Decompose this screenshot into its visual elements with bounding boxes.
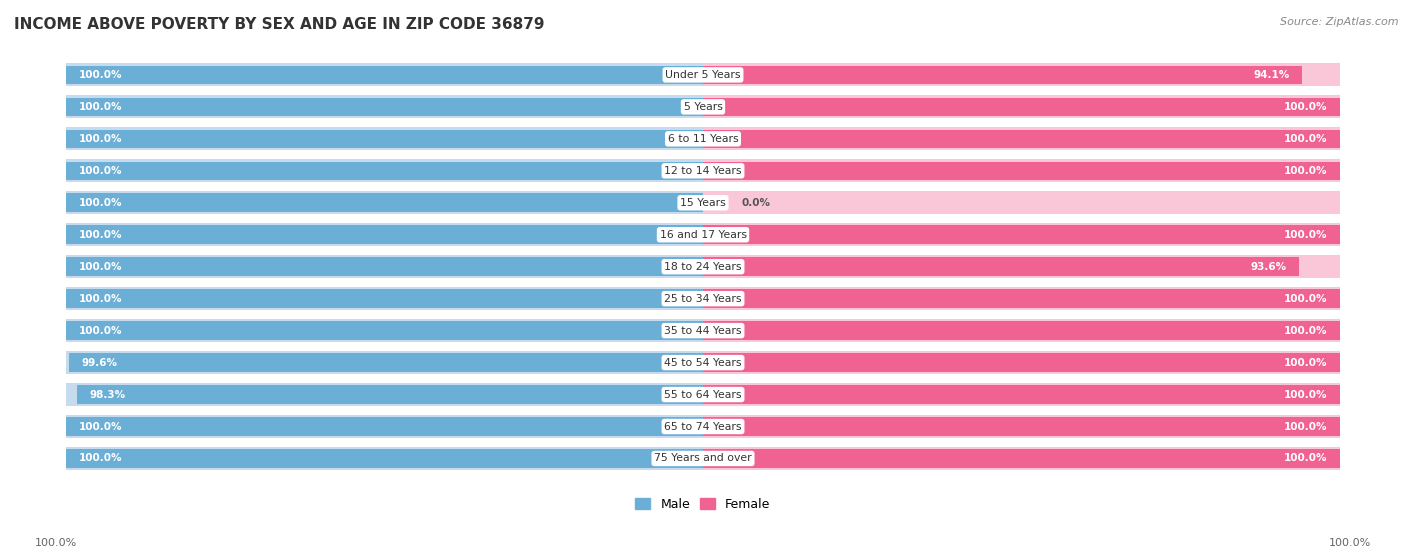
Text: 100.0%: 100.0% xyxy=(1284,230,1327,240)
Bar xyxy=(703,449,1340,468)
Text: 100.0%: 100.0% xyxy=(1329,538,1371,548)
Text: 94.1%: 94.1% xyxy=(1254,70,1289,80)
Text: 65 to 74 Years: 65 to 74 Years xyxy=(664,421,742,432)
Bar xyxy=(66,191,703,214)
Text: 100.0%: 100.0% xyxy=(1284,293,1327,304)
Bar xyxy=(66,127,703,150)
Text: 100.0%: 100.0% xyxy=(1284,358,1327,368)
Bar xyxy=(703,223,1340,246)
Text: 100.0%: 100.0% xyxy=(1284,102,1327,112)
Text: 100.0%: 100.0% xyxy=(1284,421,1327,432)
Bar xyxy=(66,130,703,148)
Bar xyxy=(66,351,703,374)
Text: 55 to 64 Years: 55 to 64 Years xyxy=(664,390,742,400)
Bar xyxy=(703,290,1340,308)
Text: 99.6%: 99.6% xyxy=(82,358,117,368)
Bar xyxy=(66,255,703,278)
Text: 100.0%: 100.0% xyxy=(1284,390,1327,400)
Text: 93.6%: 93.6% xyxy=(1250,262,1286,272)
Bar xyxy=(66,417,703,436)
Text: INCOME ABOVE POVERTY BY SEX AND AGE IN ZIP CODE 36879: INCOME ABOVE POVERTY BY SEX AND AGE IN Z… xyxy=(14,17,544,32)
Bar xyxy=(703,383,1340,406)
Bar xyxy=(66,159,703,182)
Bar xyxy=(703,130,1340,148)
Text: 6 to 11 Years: 6 to 11 Years xyxy=(668,134,738,144)
Bar xyxy=(66,321,703,340)
Text: 35 to 44 Years: 35 to 44 Years xyxy=(664,326,742,335)
Text: 16 and 17 Years: 16 and 17 Years xyxy=(659,230,747,240)
Bar xyxy=(66,383,703,406)
Text: 100.0%: 100.0% xyxy=(79,453,122,463)
Bar xyxy=(703,321,1340,340)
Bar xyxy=(703,63,1340,87)
Text: 100.0%: 100.0% xyxy=(79,326,122,335)
Bar xyxy=(703,127,1340,150)
Bar xyxy=(703,159,1340,182)
Text: 98.3%: 98.3% xyxy=(90,390,125,400)
Text: 100.0%: 100.0% xyxy=(79,421,122,432)
Text: 75 Years and over: 75 Years and over xyxy=(654,453,752,463)
Bar xyxy=(703,287,1340,310)
Text: 100.0%: 100.0% xyxy=(35,538,77,548)
Bar xyxy=(66,447,703,470)
Text: 100.0%: 100.0% xyxy=(79,230,122,240)
Text: 25 to 34 Years: 25 to 34 Years xyxy=(664,293,742,304)
Text: 5 Years: 5 Years xyxy=(683,102,723,112)
Bar xyxy=(703,447,1340,470)
Text: Source: ZipAtlas.com: Source: ZipAtlas.com xyxy=(1281,17,1399,27)
Bar xyxy=(66,319,703,342)
Bar xyxy=(703,258,1299,276)
Bar xyxy=(66,98,703,116)
Bar xyxy=(66,223,703,246)
Text: 100.0%: 100.0% xyxy=(79,293,122,304)
Bar xyxy=(66,162,703,180)
Bar xyxy=(66,225,703,244)
Bar xyxy=(703,415,1340,438)
Text: 45 to 54 Years: 45 to 54 Years xyxy=(664,358,742,368)
Bar xyxy=(703,225,1340,244)
Text: 100.0%: 100.0% xyxy=(79,134,122,144)
Legend: Male, Female: Male, Female xyxy=(630,492,776,515)
Text: 100.0%: 100.0% xyxy=(79,102,122,112)
Text: 100.0%: 100.0% xyxy=(1284,453,1327,463)
Bar xyxy=(66,258,703,276)
Text: 0.0%: 0.0% xyxy=(741,198,770,208)
Text: 15 Years: 15 Years xyxy=(681,198,725,208)
Bar xyxy=(703,255,1340,278)
Bar xyxy=(703,191,1340,214)
Text: Under 5 Years: Under 5 Years xyxy=(665,70,741,80)
Text: 100.0%: 100.0% xyxy=(1284,134,1327,144)
Bar xyxy=(66,193,703,212)
Text: 100.0%: 100.0% xyxy=(1284,326,1327,335)
Bar xyxy=(703,417,1340,436)
Bar xyxy=(66,287,703,310)
Text: 12 to 14 Years: 12 to 14 Years xyxy=(664,166,742,176)
Text: 18 to 24 Years: 18 to 24 Years xyxy=(664,262,742,272)
Bar xyxy=(703,351,1340,374)
Bar xyxy=(703,162,1340,180)
Bar xyxy=(66,290,703,308)
Text: 100.0%: 100.0% xyxy=(1284,166,1327,176)
Bar xyxy=(703,98,1340,116)
Bar xyxy=(66,449,703,468)
Bar xyxy=(69,353,703,372)
Bar xyxy=(703,319,1340,342)
Bar xyxy=(66,96,703,119)
Bar xyxy=(77,385,703,404)
Bar xyxy=(703,65,1302,84)
Bar xyxy=(703,353,1340,372)
Text: 100.0%: 100.0% xyxy=(79,198,122,208)
Bar xyxy=(66,65,703,84)
Bar xyxy=(703,96,1340,119)
Text: 100.0%: 100.0% xyxy=(79,70,122,80)
Bar xyxy=(66,415,703,438)
Bar xyxy=(703,385,1340,404)
Text: 100.0%: 100.0% xyxy=(79,262,122,272)
Text: 100.0%: 100.0% xyxy=(79,166,122,176)
Bar xyxy=(66,63,703,87)
